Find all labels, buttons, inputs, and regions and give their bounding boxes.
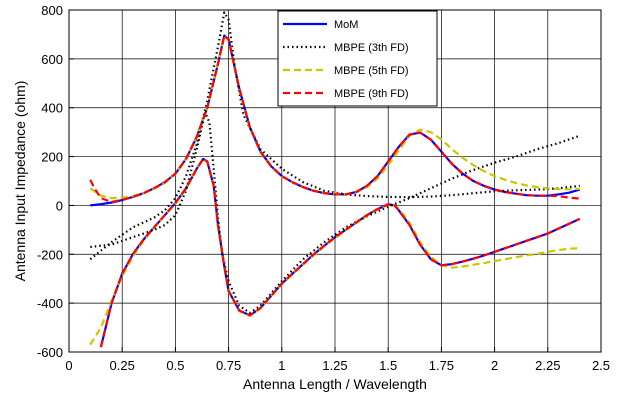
y-tick-label: -600 [37,345,63,360]
legend-label: MoM [334,19,358,31]
series-group [89,11,581,348]
y-tick-label: 800 [41,3,63,18]
legend-label: MBPE (5th FD) [334,65,409,77]
x-tick-label: 2.25 [535,358,560,373]
series-line [90,111,581,314]
x-tick-label: 0.25 [110,358,135,373]
y-tick-label: 400 [41,101,63,116]
x-tick-label: 0.75 [216,358,241,373]
series-mbpe-3th-fd [89,11,581,314]
x-axis-label: Antenna Length / Wavelength [243,376,427,392]
x-tick-label: 1.5 [379,358,397,373]
y-tick-label: -400 [37,296,63,311]
y-tick-labels: -600 -400 -200 0 200 400 600 800 [37,3,63,360]
x-tick-label: 1 [278,358,285,373]
y-tick-label: 600 [41,52,63,67]
y-tick-label: -200 [37,247,63,262]
series-line [99,157,581,348]
legend-label: MBPE (9th FD) [334,88,409,100]
legend: MoM MBPE (3th FD) MBPE (5th FD) MBPE (9th F… [277,10,438,107]
y-tick-label: 0 [56,198,63,213]
x-tick-label: 0 [65,358,72,373]
series-line [89,34,580,204]
y-axis-label: Antenna Input Impedance (ohm) [12,81,28,282]
legend-label: MBPE (3th FD) [334,42,409,54]
y-tick-label: 200 [41,150,63,165]
ticks [68,9,602,353]
x-tick-label: 0.5 [166,358,184,373]
legend-box [277,10,438,107]
series-line [89,11,580,261]
x-tick-label: 2 [491,358,498,373]
x-tick-labels: 0 0.25 0.5 0.75 1 1.25 1.5 1.75 2 2.25 2.5 [65,358,610,373]
x-tick-label: 2.5 [592,358,610,373]
x-tick-label: 1.75 [429,358,454,373]
x-tick-label: 1.25 [322,358,347,373]
series-mbpe-9th-fd [89,34,581,348]
